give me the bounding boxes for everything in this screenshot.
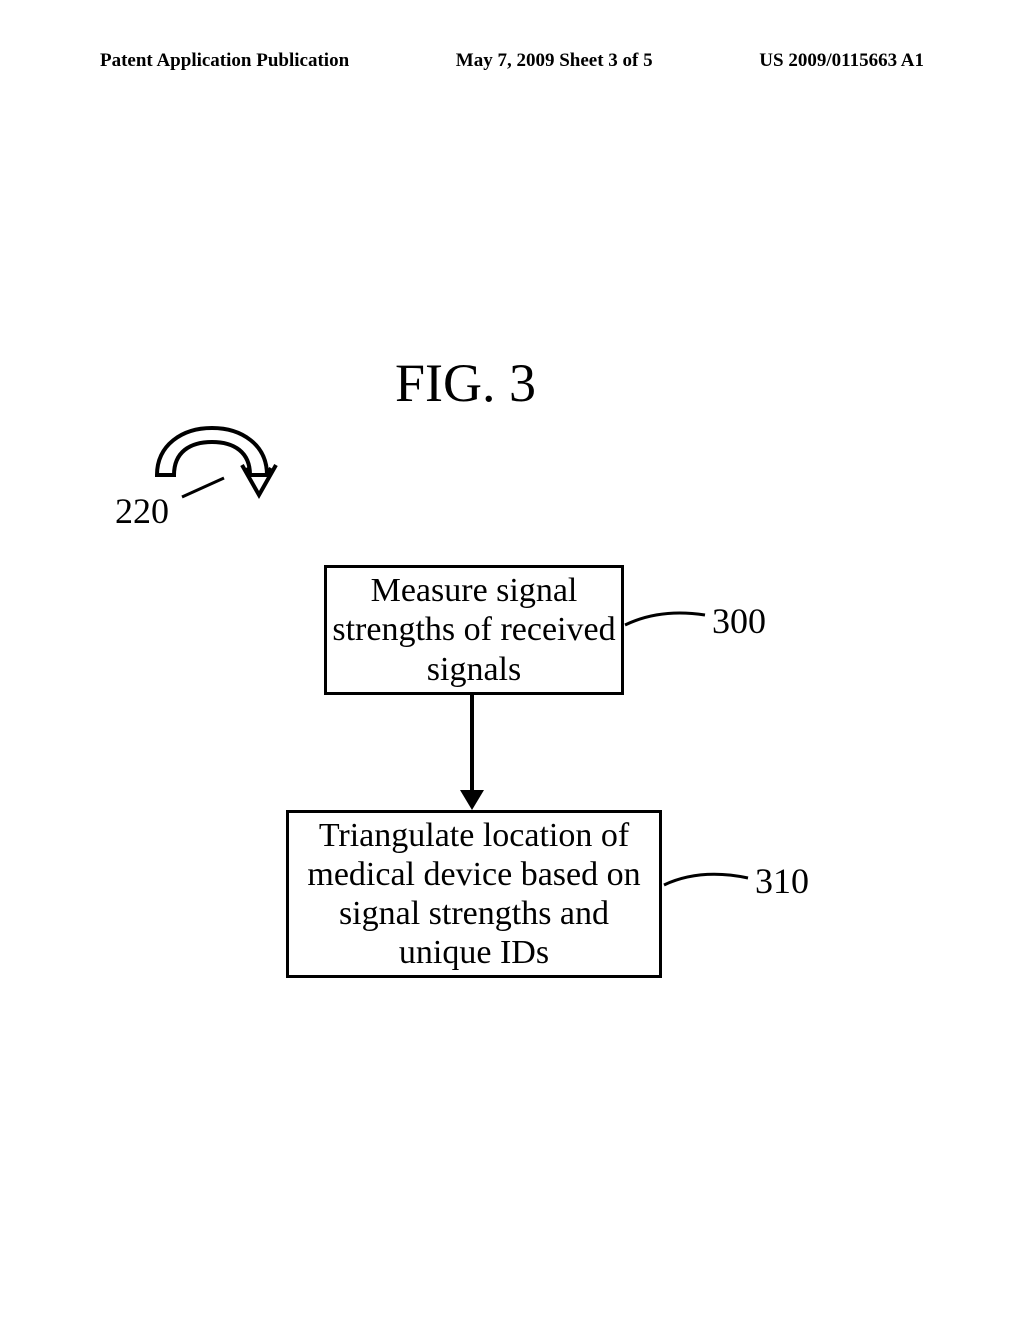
- connectors: [0, 0, 1024, 1320]
